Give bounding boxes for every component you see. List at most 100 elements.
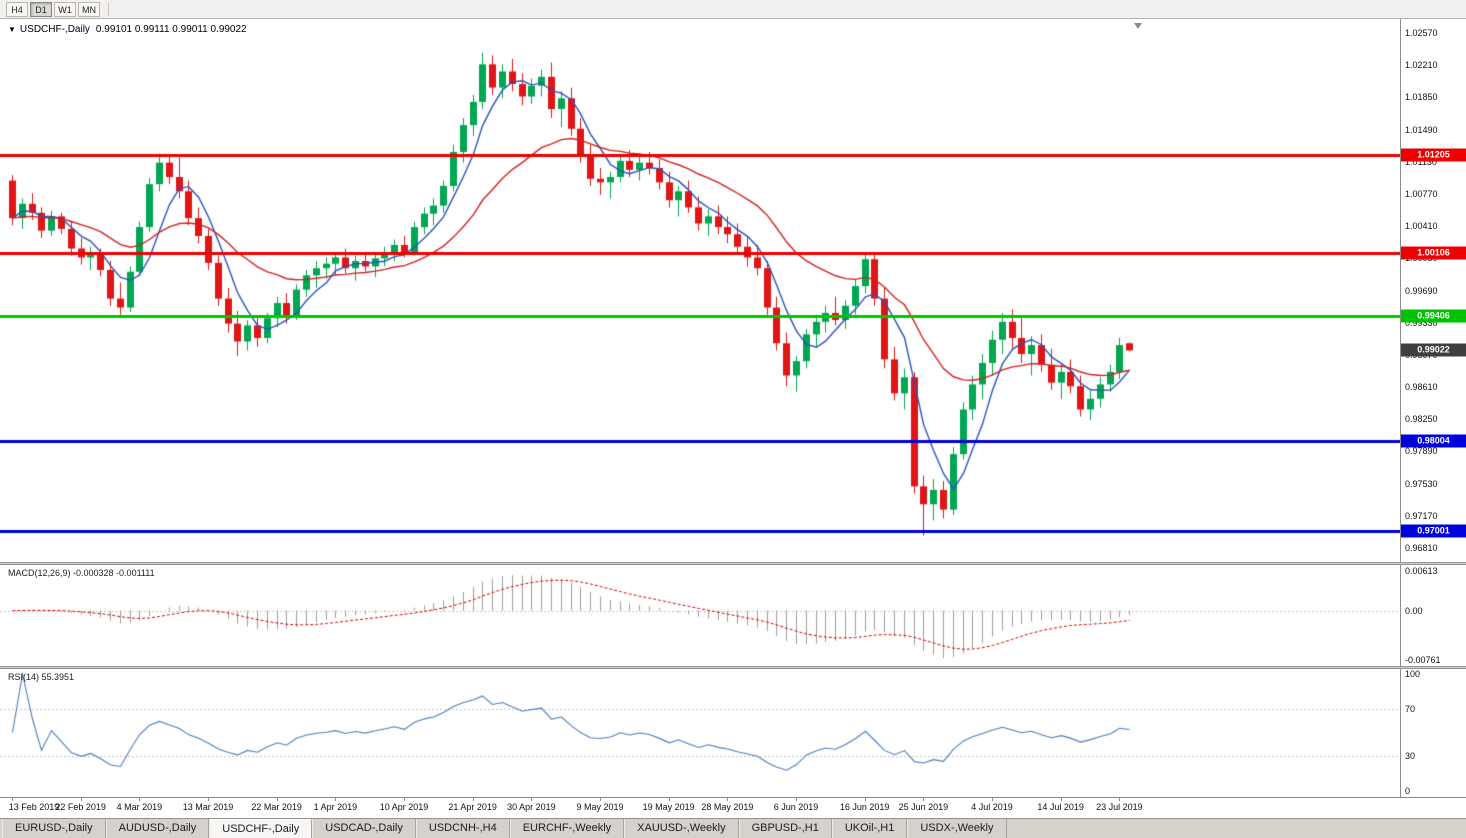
chart-tab-eurusd-daily[interactable]: EURUSD-,Daily xyxy=(2,819,106,838)
rsi-axis-tick: 30 xyxy=(1405,750,1416,761)
price-axis-tick: 1.01850 xyxy=(1405,92,1438,103)
rsi-panel: RSI(14) 55.3951 100 70 30 0 xyxy=(0,669,1466,797)
time-axis-label: 22 Feb 2019 xyxy=(55,802,106,812)
chart-tab-eurchf-weekly[interactable]: EURCHF-,Weekly xyxy=(509,819,625,838)
timeframe-button-h4[interactable]: H4 xyxy=(6,1,28,17)
time-axis-label: 4 Jul 2019 xyxy=(971,802,1013,812)
panel-splitter[interactable] xyxy=(0,666,1466,669)
time-axis-tick xyxy=(1119,798,1121,801)
time-axis-label: 30 Apr 2019 xyxy=(507,802,556,812)
time-axis-tick xyxy=(276,798,278,801)
time-axis-tick xyxy=(668,798,670,801)
chart-menu-arrow-icon[interactable]: ▼ xyxy=(8,25,16,34)
macd-axis-tick: -0.00761 xyxy=(1405,655,1441,665)
symbol-title: USDCHF-,Daily xyxy=(19,24,90,35)
hline-price-badge: 0.98004 xyxy=(1401,434,1466,448)
current-price-badge: 0.99022 xyxy=(1401,343,1466,357)
price-axis-tick: 0.97890 xyxy=(1405,446,1438,457)
chart-tab-usdcnh-h4[interactable]: USDCNH-,H4 xyxy=(415,819,510,838)
chart-tab-gbpusd-h1[interactable]: GBPUSD-,H1 xyxy=(738,819,832,838)
symbol-info: ▼ USDCHF-,Daily 0.99101 0.99111 0.99011 0.… xyxy=(8,24,247,35)
time-axis-tick xyxy=(404,798,405,801)
rsi-axis-tick: 100 xyxy=(1405,669,1421,679)
time-axis-tick xyxy=(472,798,474,801)
ohlc-values: 0.99101 0.99111 0.99011 0.99022 xyxy=(95,24,247,35)
price-axis-tick: 1.01490 xyxy=(1405,124,1438,135)
time-axis-tick xyxy=(208,798,209,801)
time-axis-tick xyxy=(1060,798,1062,801)
time-axis-tick xyxy=(12,798,13,801)
time-axis-label: 6 Jun 2019 xyxy=(773,802,819,812)
time-axis-label: 21 Apr 2019 xyxy=(448,802,497,812)
time-axis-tick xyxy=(796,798,797,801)
time-axis-label: 14 Jul 2019 xyxy=(1037,802,1084,812)
time-axis-tick xyxy=(923,798,925,801)
timeframe-button-w1[interactable]: W1 xyxy=(54,1,76,17)
price-axis-tick: 1.00410 xyxy=(1405,221,1438,232)
rsi-label: RSI(14) 55.3951 xyxy=(8,672,75,682)
price-axis[interactable]: 1.02570 1.02210 1.01850 1.01490 1.01130 1.007… xyxy=(1400,19,1466,562)
price-chart-panel: ▼ USDCHF-,Daily 0.99101 0.99111 0.99011 0.… xyxy=(0,19,1466,562)
macd-panel: MACD(12,26,9) -0.000328 -0.001111 0.0061… xyxy=(0,565,1466,666)
time-axis-tick xyxy=(531,798,533,801)
price-axis-tick: 0.96810 xyxy=(1405,543,1438,554)
hline-price-badge: 0.97001 xyxy=(1401,524,1466,538)
price-axis-tick: 0.97170 xyxy=(1405,510,1438,521)
time-axis-label: 28 May 2019 xyxy=(701,802,754,812)
macd-label: MACD(12,26,9) -0.000328 -0.001111 xyxy=(8,568,155,578)
time-axis-tick xyxy=(727,798,729,801)
price-axis-tick: 1.02210 xyxy=(1405,60,1438,71)
time-axis-tick xyxy=(335,798,337,801)
price-axis-tick: 1.00770 xyxy=(1405,188,1438,199)
time-axis-label: 22 Mar 2019 xyxy=(251,802,302,812)
hline-price-badge: 1.01205 xyxy=(1401,148,1466,162)
time-axis-tick xyxy=(600,798,601,801)
price-axis-tick: 0.99690 xyxy=(1405,285,1438,296)
macd-axis-tick: 0.00 xyxy=(1405,605,1423,616)
time-axis-label: 4 Mar 2019 xyxy=(116,802,163,812)
hline-price-badge: 1.00106 xyxy=(1401,246,1466,260)
time-axis-tick xyxy=(139,798,141,801)
panel-splitter[interactable] xyxy=(0,562,1466,565)
time-axis-label: 23 Jul 2019 xyxy=(1096,802,1143,812)
chart-tab-bar: EURUSD-,Daily AUDUSD-,Daily USDCHF-,Daily U… xyxy=(0,818,1466,838)
chart-tab-usdx-weekly[interactable]: USDX-,Weekly xyxy=(907,819,1007,838)
time-axis-label: 13 Feb 2019 xyxy=(8,802,60,812)
chart-tab-audusd-daily[interactable]: AUDUSD-,Daily xyxy=(105,819,210,838)
chart-tab-xauusd-weekly[interactable]: XAUUSD-,Weekly xyxy=(624,819,739,838)
chart-tab-usdcad-daily[interactable]: USDCAD-,Daily xyxy=(312,819,416,838)
macd-axis: 0.00613 0.00 -0.00761 xyxy=(1400,565,1466,666)
rsi-axis: 100 70 30 0 xyxy=(1400,669,1466,797)
time-axis-label: 1 Apr 2019 xyxy=(313,802,358,812)
price-axis-tick: 0.97530 xyxy=(1405,478,1438,489)
macd-canvas[interactable] xyxy=(0,565,1400,666)
price-axis-tick: 0.98250 xyxy=(1405,414,1438,425)
rsi-canvas[interactable] xyxy=(0,669,1400,797)
chart-tab-usdchf-daily[interactable]: USDCHF-,Daily xyxy=(209,819,313,838)
time-axis-label: 16 Jun 2019 xyxy=(839,802,890,812)
rsi-axis-tick: 0 xyxy=(1405,786,1411,796)
macd-axis-tick: 0.00613 xyxy=(1405,566,1438,576)
time-axis-label: 9 May 2019 xyxy=(576,802,624,812)
time-axis-tick xyxy=(992,798,993,801)
time-axis[interactable]: 13 Feb 2019 22 Feb 2019 4 Mar 2019 13 Mar 2… xyxy=(0,797,1466,818)
price-axis-tick: 0.98610 xyxy=(1405,382,1438,393)
time-axis-label: 19 May 2019 xyxy=(642,802,695,812)
chart-tab-ukoil-h1[interactable]: UKOil-,H1 xyxy=(831,819,908,838)
time-axis-label: 10 Apr 2019 xyxy=(379,802,429,812)
timeframe-button-d1[interactable]: D1 xyxy=(30,1,52,17)
time-axis-label: 13 Mar 2019 xyxy=(182,802,234,812)
time-axis-tick xyxy=(80,798,82,801)
timeframe-toolbar: H4 D1 W1 MN xyxy=(0,0,1466,19)
hline-price-badge: 0.99406 xyxy=(1401,309,1466,323)
time-axis-tick xyxy=(864,798,866,801)
price-axis-tick: 1.02570 xyxy=(1405,28,1438,39)
rsi-axis-tick: 70 xyxy=(1405,704,1416,715)
price-axis-tick: 0.99330 xyxy=(1405,317,1438,328)
chart-shift-marker-icon[interactable] xyxy=(1134,23,1142,29)
price-chart-canvas[interactable] xyxy=(0,19,1400,562)
time-axis-label: 25 Jun 2019 xyxy=(898,802,949,812)
timeframe-button-mn[interactable]: MN xyxy=(78,1,100,17)
toolbar-separator xyxy=(108,2,109,16)
